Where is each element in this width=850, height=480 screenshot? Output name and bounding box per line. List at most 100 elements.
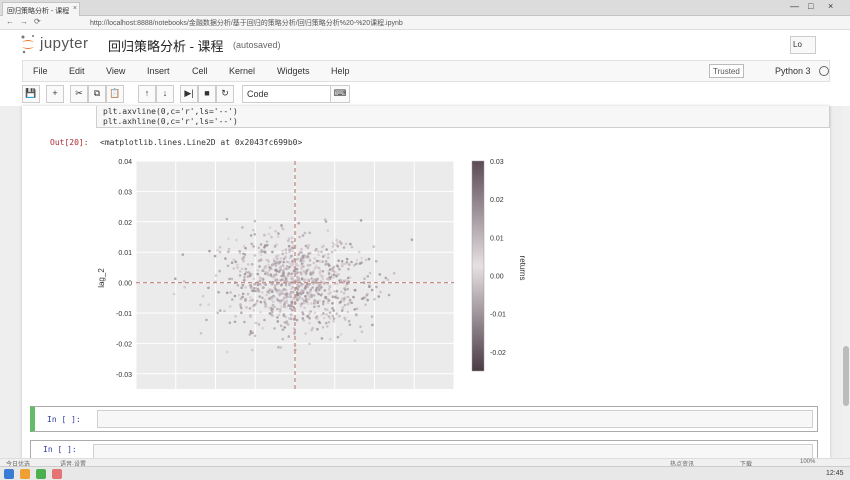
scatter-point (218, 309, 222, 312)
scatter-point (271, 250, 274, 254)
add-cell-icon[interactable]: + (46, 85, 64, 103)
reload-icon[interactable]: ⟳ (34, 17, 41, 26)
maximize-icon[interactable]: □ (808, 1, 814, 11)
browser-tab[interactable]: 回归策略分析 - 课程 × (2, 2, 80, 16)
scatter-point (337, 259, 340, 262)
scatter-point (367, 257, 371, 261)
scatter-point (347, 263, 351, 266)
scatter-point (326, 301, 330, 304)
logout-button[interactable]: Lo (790, 36, 816, 54)
scatter-point (323, 218, 327, 221)
menu-cell[interactable]: Cell (192, 66, 208, 76)
scatter-point (239, 303, 242, 306)
input-cell[interactable]: In [ ]: (30, 440, 818, 462)
scatter-point (265, 304, 268, 308)
scatter-point (249, 296, 252, 299)
menu-widgets[interactable]: Widgets (277, 66, 310, 76)
scatter-point (353, 263, 356, 267)
scatter-point (339, 300, 343, 303)
scatter-point (287, 335, 291, 338)
stop-icon[interactable]: ■ (198, 85, 216, 103)
tab-close-icon[interactable]: × (72, 5, 77, 12)
minimize-icon[interactable]: — (790, 1, 799, 11)
scatter-point (236, 284, 240, 287)
restart-icon[interactable]: ↻ (216, 85, 234, 103)
move-up-icon[interactable]: ↑ (138, 85, 156, 103)
scatter-point (325, 248, 328, 251)
scatter-point (333, 290, 336, 293)
keyboard-icon[interactable]: ⌨ (330, 85, 350, 103)
status-text[interactable]: 今日优选 (6, 462, 31, 468)
scatter-point (324, 307, 327, 311)
copy-icon[interactable]: ⧉ (88, 85, 106, 103)
cell-type-select[interactable]: Code ▾ (242, 85, 342, 103)
scatter-point (270, 310, 274, 313)
code-cell-tail[interactable]: plt.axvline(0,c='r',ls='--') plt.axhline… (96, 106, 830, 128)
scatter-point (324, 260, 328, 263)
scatter-point (265, 293, 268, 297)
notebook-name[interactable]: 回归策略分析 - 课程 (108, 39, 224, 54)
scatter-point (306, 279, 310, 283)
run-icon[interactable]: ▶| (180, 85, 198, 103)
scatter-point (279, 301, 282, 305)
scatter-point (217, 290, 220, 294)
scatter-point (346, 276, 350, 280)
scatter-point (315, 291, 319, 294)
menu-help[interactable]: Help (331, 66, 350, 76)
scatter-point (243, 253, 247, 256)
scatter-point (277, 313, 281, 317)
menu-insert[interactable]: Insert (147, 66, 170, 76)
scatter-point (316, 301, 320, 304)
zoom-level[interactable]: 100% (800, 459, 816, 465)
scatter-point (314, 280, 318, 283)
menu-file[interactable]: File (33, 66, 48, 76)
scatter-point (282, 228, 285, 231)
scroll-thumb[interactable] (843, 346, 849, 406)
folder-icon[interactable] (20, 469, 30, 479)
scatter-points (172, 217, 414, 354)
scatter-point (278, 310, 282, 313)
scatter-point (350, 245, 354, 249)
app-icon[interactable] (52, 469, 62, 479)
input-cell-selected[interactable]: In [ ]: (30, 406, 818, 432)
cut-icon[interactable]: ✂ (70, 85, 88, 103)
browser-tab-bar: 回归策略分析 - 课程 × — □ × (0, 0, 850, 16)
scatter-point (276, 316, 279, 319)
scatter-point (288, 248, 291, 251)
page-scrollbar[interactable] (842, 106, 850, 458)
start-icon[interactable] (4, 469, 14, 479)
code-input[interactable] (97, 410, 813, 428)
scatter-point (347, 267, 350, 271)
scatter-point (216, 311, 219, 315)
jupyter-logo-icon[interactable] (20, 34, 36, 54)
forward-icon[interactable]: → (20, 17, 28, 26)
status-text[interactable]: 语音·设置 (60, 462, 86, 468)
url-field[interactable]: http://localhost:8888/notebooks/金融数据分析/基… (90, 20, 403, 27)
menu-view[interactable]: View (106, 66, 126, 76)
scatter-point (285, 293, 288, 296)
scatter-point (283, 326, 286, 329)
status-text[interactable]: 下载 (740, 462, 753, 468)
status-text[interactable]: 热点资讯 (670, 462, 695, 468)
move-down-icon[interactable]: ↓ (156, 85, 174, 103)
trusted-badge[interactable]: Trusted (709, 64, 744, 78)
browser-icon[interactable] (36, 469, 46, 479)
close-window-icon[interactable]: × (828, 1, 834, 11)
paste-icon[interactable]: 📋 (106, 85, 124, 103)
back-icon[interactable]: ← (6, 17, 14, 26)
scatter-point (279, 308, 282, 311)
scatter-point (300, 273, 303, 276)
scatter-point (280, 224, 283, 227)
scatter-point (251, 298, 254, 302)
scatter-point (239, 297, 243, 300)
scatter-point (285, 301, 289, 304)
scatter-point (285, 260, 289, 264)
scatter-point (378, 273, 382, 276)
scatter-point (366, 298, 370, 302)
save-icon[interactable]: 💾 (22, 85, 40, 103)
menu-edit[interactable]: Edit (69, 66, 85, 76)
scatter-point (208, 249, 211, 253)
menu-kernel[interactable]: Kernel (229, 66, 256, 76)
jupyter-logo-text[interactable]: jupyter (40, 35, 89, 52)
scatter-point (387, 293, 391, 297)
